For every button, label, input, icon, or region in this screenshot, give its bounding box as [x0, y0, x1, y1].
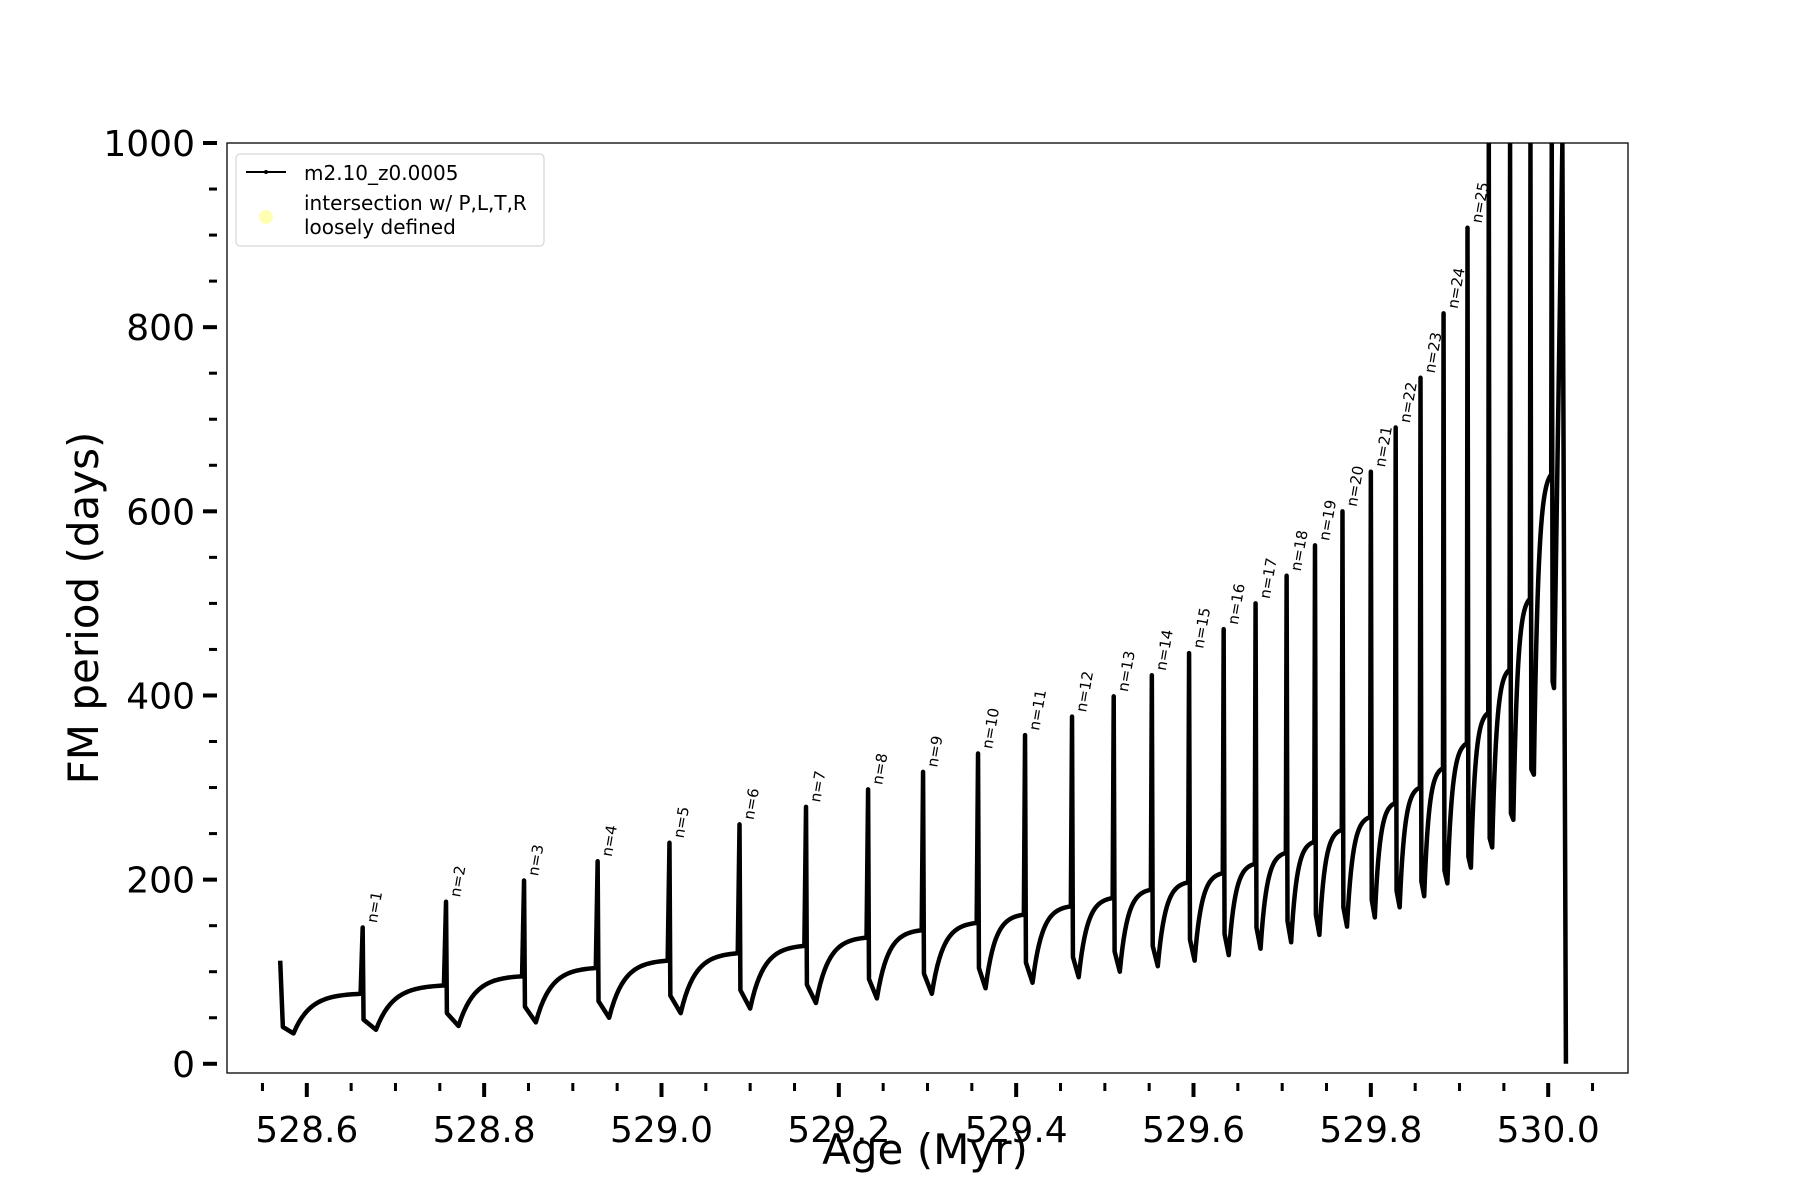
x-tick-label: 529.0 [610, 1110, 713, 1151]
y-tick-label: 200 [126, 861, 195, 902]
x-tick-label: 529.2 [787, 1110, 890, 1151]
y-axis: 0 200 400 600 800 1000 [103, 124, 217, 1086]
y-tick-label: 1000 [103, 124, 195, 165]
x-axis-label: Age (Myr) [822, 1125, 1028, 1174]
x-axis: 528.6 528.8 529.0 529.2 529.4 529.6 529.8 530.0 [255, 1083, 1600, 1151]
pulse-label: n=5 [670, 805, 693, 839]
series-line [277, 143, 1569, 1064]
x-tick-label: 530.0 [1497, 1110, 1600, 1151]
legend-entry-intersection-line1: intersection w/ P,L,T,R [304, 191, 527, 215]
legend-entry-intersection-line2: loosely defined [304, 215, 456, 239]
annotation-layer: n=1n=2n=3n=4n=5n=6n=7n=8n=9n=10 n=11 n=12 n… [363, 181, 1493, 924]
pulse-label: n=6 [740, 787, 763, 821]
y-tick-label: 0 [172, 1045, 195, 1086]
legend-line-marker [264, 170, 268, 174]
pulse-label: n=8 [868, 752, 891, 786]
x-tick-label: 528.8 [433, 1110, 536, 1151]
plot-frame [226, 142, 1629, 1074]
x-tick-label: 529.8 [1319, 1110, 1422, 1151]
y-tick-label: 600 [126, 492, 195, 533]
y-tick-label: 400 [126, 676, 195, 717]
pulse-label: n=4 [598, 824, 621, 858]
pulse-label: n=3 [524, 843, 547, 877]
x-tick-label: 528.6 [255, 1110, 358, 1151]
pulse-label: n=7 [806, 769, 829, 803]
y-tick-label: 800 [126, 308, 195, 349]
series-layer [277, 143, 1569, 1064]
legend-intersection-marker [259, 210, 273, 224]
pulse-label: n=1 [363, 890, 386, 924]
pulse-label: n=2 [446, 864, 469, 898]
y-axis-label: FM period (days) [59, 432, 108, 785]
pulse-label: n=9 [923, 734, 946, 768]
legend-entry-series: m2.10_z0.0005 [304, 161, 459, 185]
x-tick-label: 529.6 [1142, 1110, 1245, 1151]
x-tick-label: 529.4 [965, 1110, 1068, 1151]
legend: m2.10_z0.0005 intersection w/ P,L,T,R lo… [235, 153, 545, 247]
legend-box [235, 153, 545, 247]
